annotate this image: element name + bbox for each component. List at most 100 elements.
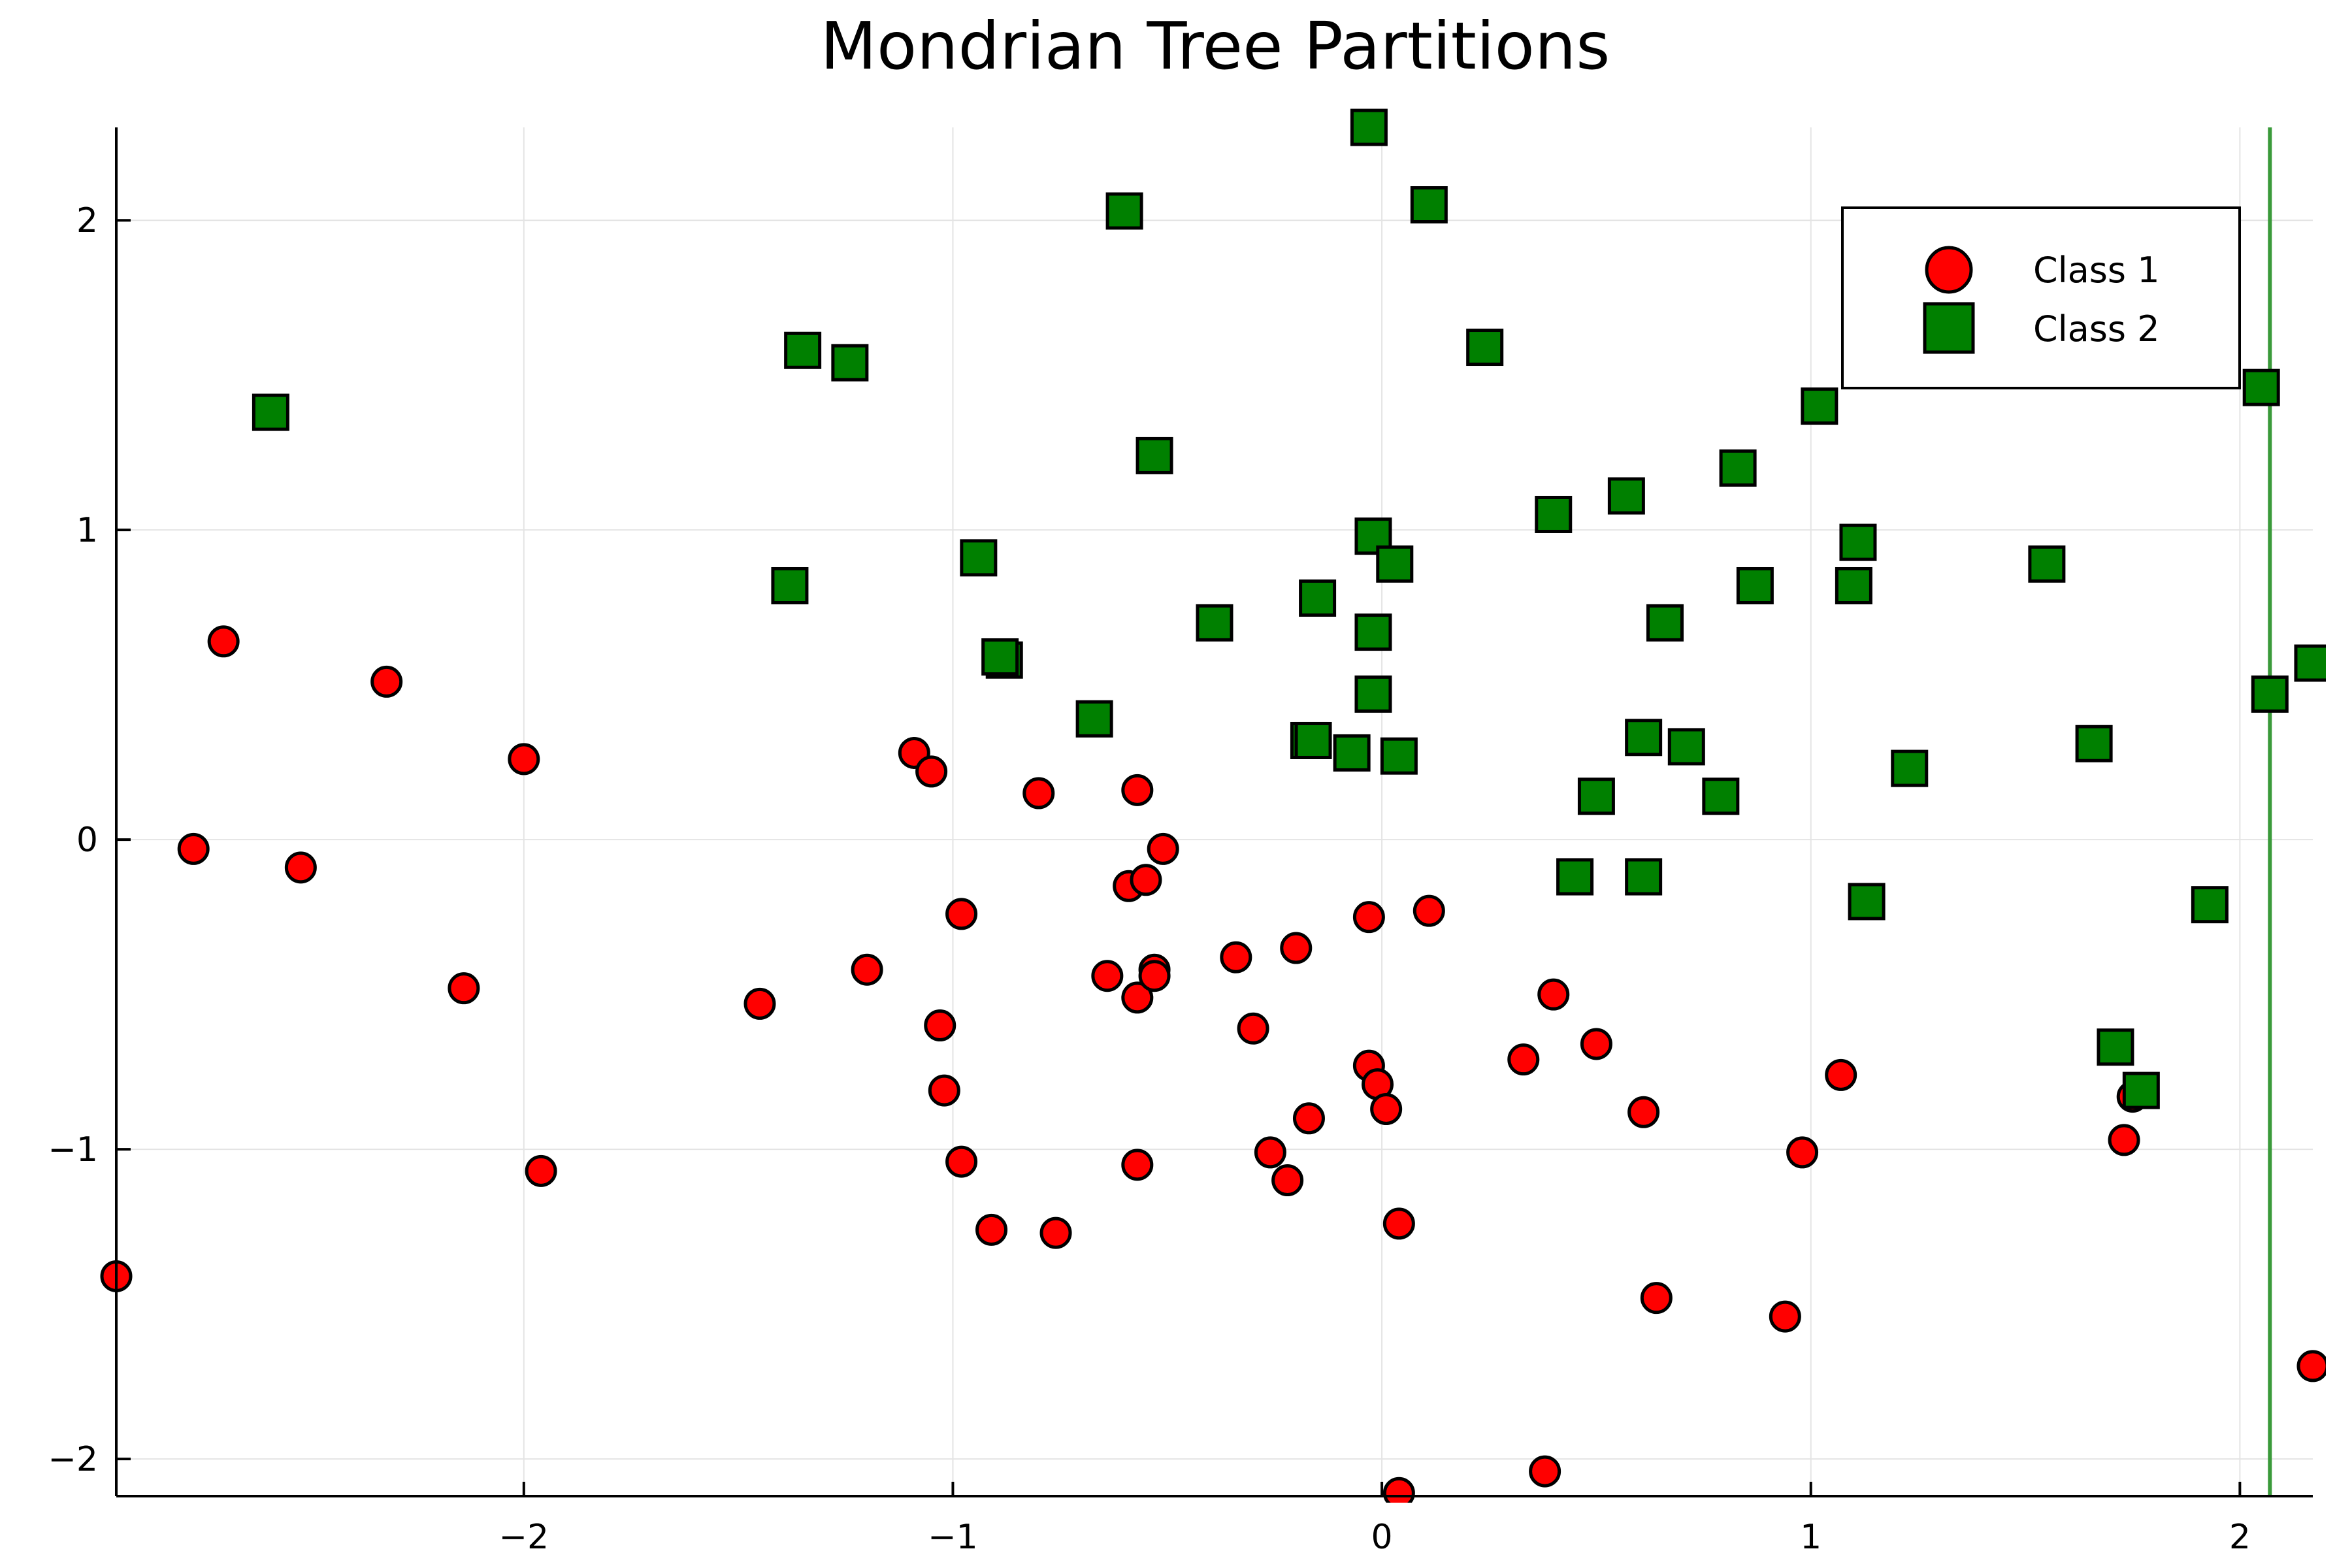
data-point-class-2 <box>1135 436 1173 474</box>
data-point-class-2 <box>1607 477 1645 515</box>
data-point-class-1 <box>1130 864 1162 896</box>
data-point-class-2 <box>1535 495 1573 533</box>
y-tick-label: −1 <box>48 1130 98 1169</box>
x-tick-label: 1 <box>1800 1518 1821 1557</box>
data-point-class-1 <box>1413 894 1445 927</box>
data-point-class-2 <box>1848 883 1886 921</box>
data-point-class-2 <box>1105 192 1143 230</box>
data-point-class-2 <box>1380 737 1418 775</box>
data-point-class-2 <box>2251 675 2289 713</box>
y-tick-label: 2 <box>76 201 98 240</box>
axes <box>115 127 2313 1497</box>
data-points <box>100 108 2326 1503</box>
legend-marker-class-2 <box>1923 302 1975 354</box>
y-tick-label: −2 <box>48 1440 98 1479</box>
data-point-class-1 <box>1237 1012 1269 1045</box>
data-point-class-2 <box>784 331 822 369</box>
data-point-class-2 <box>1577 777 1615 815</box>
data-point-class-2 <box>981 638 1019 676</box>
data-point-class-1 <box>1091 960 1124 992</box>
data-point-class-2 <box>771 566 809 604</box>
data-point-class-2 <box>1376 545 1414 583</box>
data-point-class-2 <box>252 393 289 431</box>
data-point-class-1 <box>1254 1136 1286 1169</box>
x-tick-label: 0 <box>1371 1518 1393 1557</box>
data-point-class-1 <box>928 1074 960 1107</box>
data-point-class-1 <box>1220 941 1252 973</box>
data-point-class-2 <box>1354 675 1392 713</box>
data-point-class-1 <box>1121 1149 1154 1181</box>
data-point-class-1 <box>177 832 210 865</box>
data-point-class-1 <box>2296 1350 2326 1382</box>
data-point-class-2 <box>2122 1071 2160 1109</box>
y-tick-label: 1 <box>76 511 98 550</box>
legend: Class 1 Class 2 <box>1841 206 2241 389</box>
data-point-class-1 <box>924 1009 956 1042</box>
data-point-class-1 <box>1507 1043 1540 1076</box>
data-point-class-1 <box>448 972 480 1005</box>
data-point-class-2 <box>2294 644 2326 682</box>
data-point-class-2 <box>1667 728 1705 766</box>
data-point-class-1 <box>525 1154 557 1187</box>
data-point-class-1 <box>945 898 978 930</box>
data-point-class-2 <box>2191 886 2229 924</box>
data-point-class-1 <box>1039 1217 1072 1249</box>
data-point-class-2 <box>1354 613 1392 651</box>
data-point-class-1 <box>1627 1096 1660 1128</box>
data-point-class-1 <box>1292 1102 1325 1135</box>
data-point-class-2 <box>2075 725 2113 762</box>
x-tick-label: −2 <box>498 1518 549 1557</box>
data-point-class-2 <box>1646 604 1684 642</box>
legend-box <box>1841 206 2241 389</box>
data-point-class-1 <box>1138 960 1171 992</box>
axis-ticks: −2 −1 0 1 2 −2 −1 0 1 2 <box>48 201 2251 1557</box>
data-point-class-1 <box>1769 1300 1801 1333</box>
data-point-class-2 <box>2097 1028 2134 1066</box>
y-tick-label: 0 <box>76 821 98 860</box>
data-point-class-2 <box>831 344 869 382</box>
data-point-class-1 <box>1640 1282 1673 1315</box>
data-point-class-2 <box>1625 719 1663 757</box>
data-point-class-1 <box>370 665 403 698</box>
data-point-class-2 <box>1196 604 1233 642</box>
data-point-class-2 <box>1299 579 1337 617</box>
data-point-class-1 <box>1147 832 1179 865</box>
data-point-class-1 <box>508 743 540 776</box>
data-point-class-2 <box>2028 545 2066 583</box>
data-point-class-2 <box>1556 858 1594 896</box>
legend-label-class-1: Class 1 <box>2033 250 2160 291</box>
data-point-class-1 <box>1825 1058 1857 1091</box>
data-point-class-1 <box>1352 901 1385 934</box>
data-point-class-1 <box>1121 774 1154 806</box>
data-point-class-1 <box>1271 1164 1304 1197</box>
data-point-class-1 <box>945 1145 978 1178</box>
data-point-class-1 <box>1537 978 1570 1011</box>
data-point-class-1 <box>851 953 883 986</box>
data-point-class-1 <box>1280 932 1313 964</box>
data-point-class-2 <box>1075 700 1113 738</box>
data-point-class-1 <box>915 755 948 788</box>
data-point-class-1 <box>207 625 240 658</box>
legend-label-class-2: Class 2 <box>2033 308 2160 350</box>
data-point-class-1 <box>1529 1455 1561 1488</box>
data-point-class-1 <box>1382 1207 1415 1240</box>
data-point-class-2 <box>1294 721 1332 759</box>
data-point-class-2 <box>1801 387 1838 425</box>
data-point-class-2 <box>1736 566 1774 604</box>
data-point-class-1 <box>975 1213 1008 1246</box>
data-point-class-1 <box>1580 1028 1612 1060</box>
x-tick-label: 2 <box>2229 1518 2251 1557</box>
data-point-class-2 <box>1839 523 1877 561</box>
legend-marker-class-1 <box>1925 246 1973 294</box>
data-point-class-1 <box>284 851 317 884</box>
x-tick-label: −1 <box>928 1518 978 1557</box>
data-point-class-1 <box>743 987 776 1020</box>
data-point-class-2 <box>1625 858 1663 896</box>
data-point-class-2 <box>1702 777 1740 815</box>
data-point-class-2 <box>960 539 998 577</box>
data-point-class-2 <box>1891 749 1929 787</box>
data-point-class-2 <box>1350 108 1388 146</box>
data-point-class-1 <box>1382 1477 1415 1503</box>
data-point-class-2 <box>1466 329 1504 367</box>
